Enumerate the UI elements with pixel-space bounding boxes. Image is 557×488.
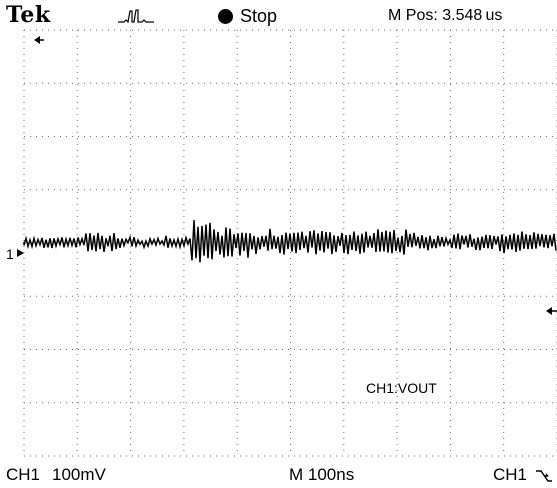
status-bar: Tek Stop M Pos: 3.548 us xyxy=(0,0,557,30)
trigger-position-arrow-icon xyxy=(34,36,44,44)
channel-annotation: CH1:VOUT xyxy=(366,380,437,396)
trigger-pulse-icon xyxy=(118,9,154,24)
falling-edge-icon xyxy=(536,470,552,482)
ch1-ground-marker-icon xyxy=(17,249,24,257)
acquisition-state: Stop xyxy=(218,6,277,26)
waveform-trace xyxy=(23,220,557,263)
stop-dot-icon xyxy=(218,8,233,24)
settings-bar: CH1 100mV M 100ns CH1 xyxy=(0,462,557,488)
brand-logo: Tek xyxy=(6,2,51,28)
trigger-level-arrow-icon xyxy=(546,307,557,315)
vertical-scale-readout: 100mV xyxy=(52,465,106,484)
trigger-source-readout: CH1 xyxy=(493,465,528,484)
timebase-readout: M 100ns xyxy=(289,465,355,484)
acquisition-state-label: Stop xyxy=(240,6,278,26)
channel-readout: CH1 xyxy=(6,465,41,484)
horizontal-position-readout: M Pos: 3.548 us xyxy=(388,7,503,24)
ch1-ground-marker-label: 1 xyxy=(6,246,14,262)
